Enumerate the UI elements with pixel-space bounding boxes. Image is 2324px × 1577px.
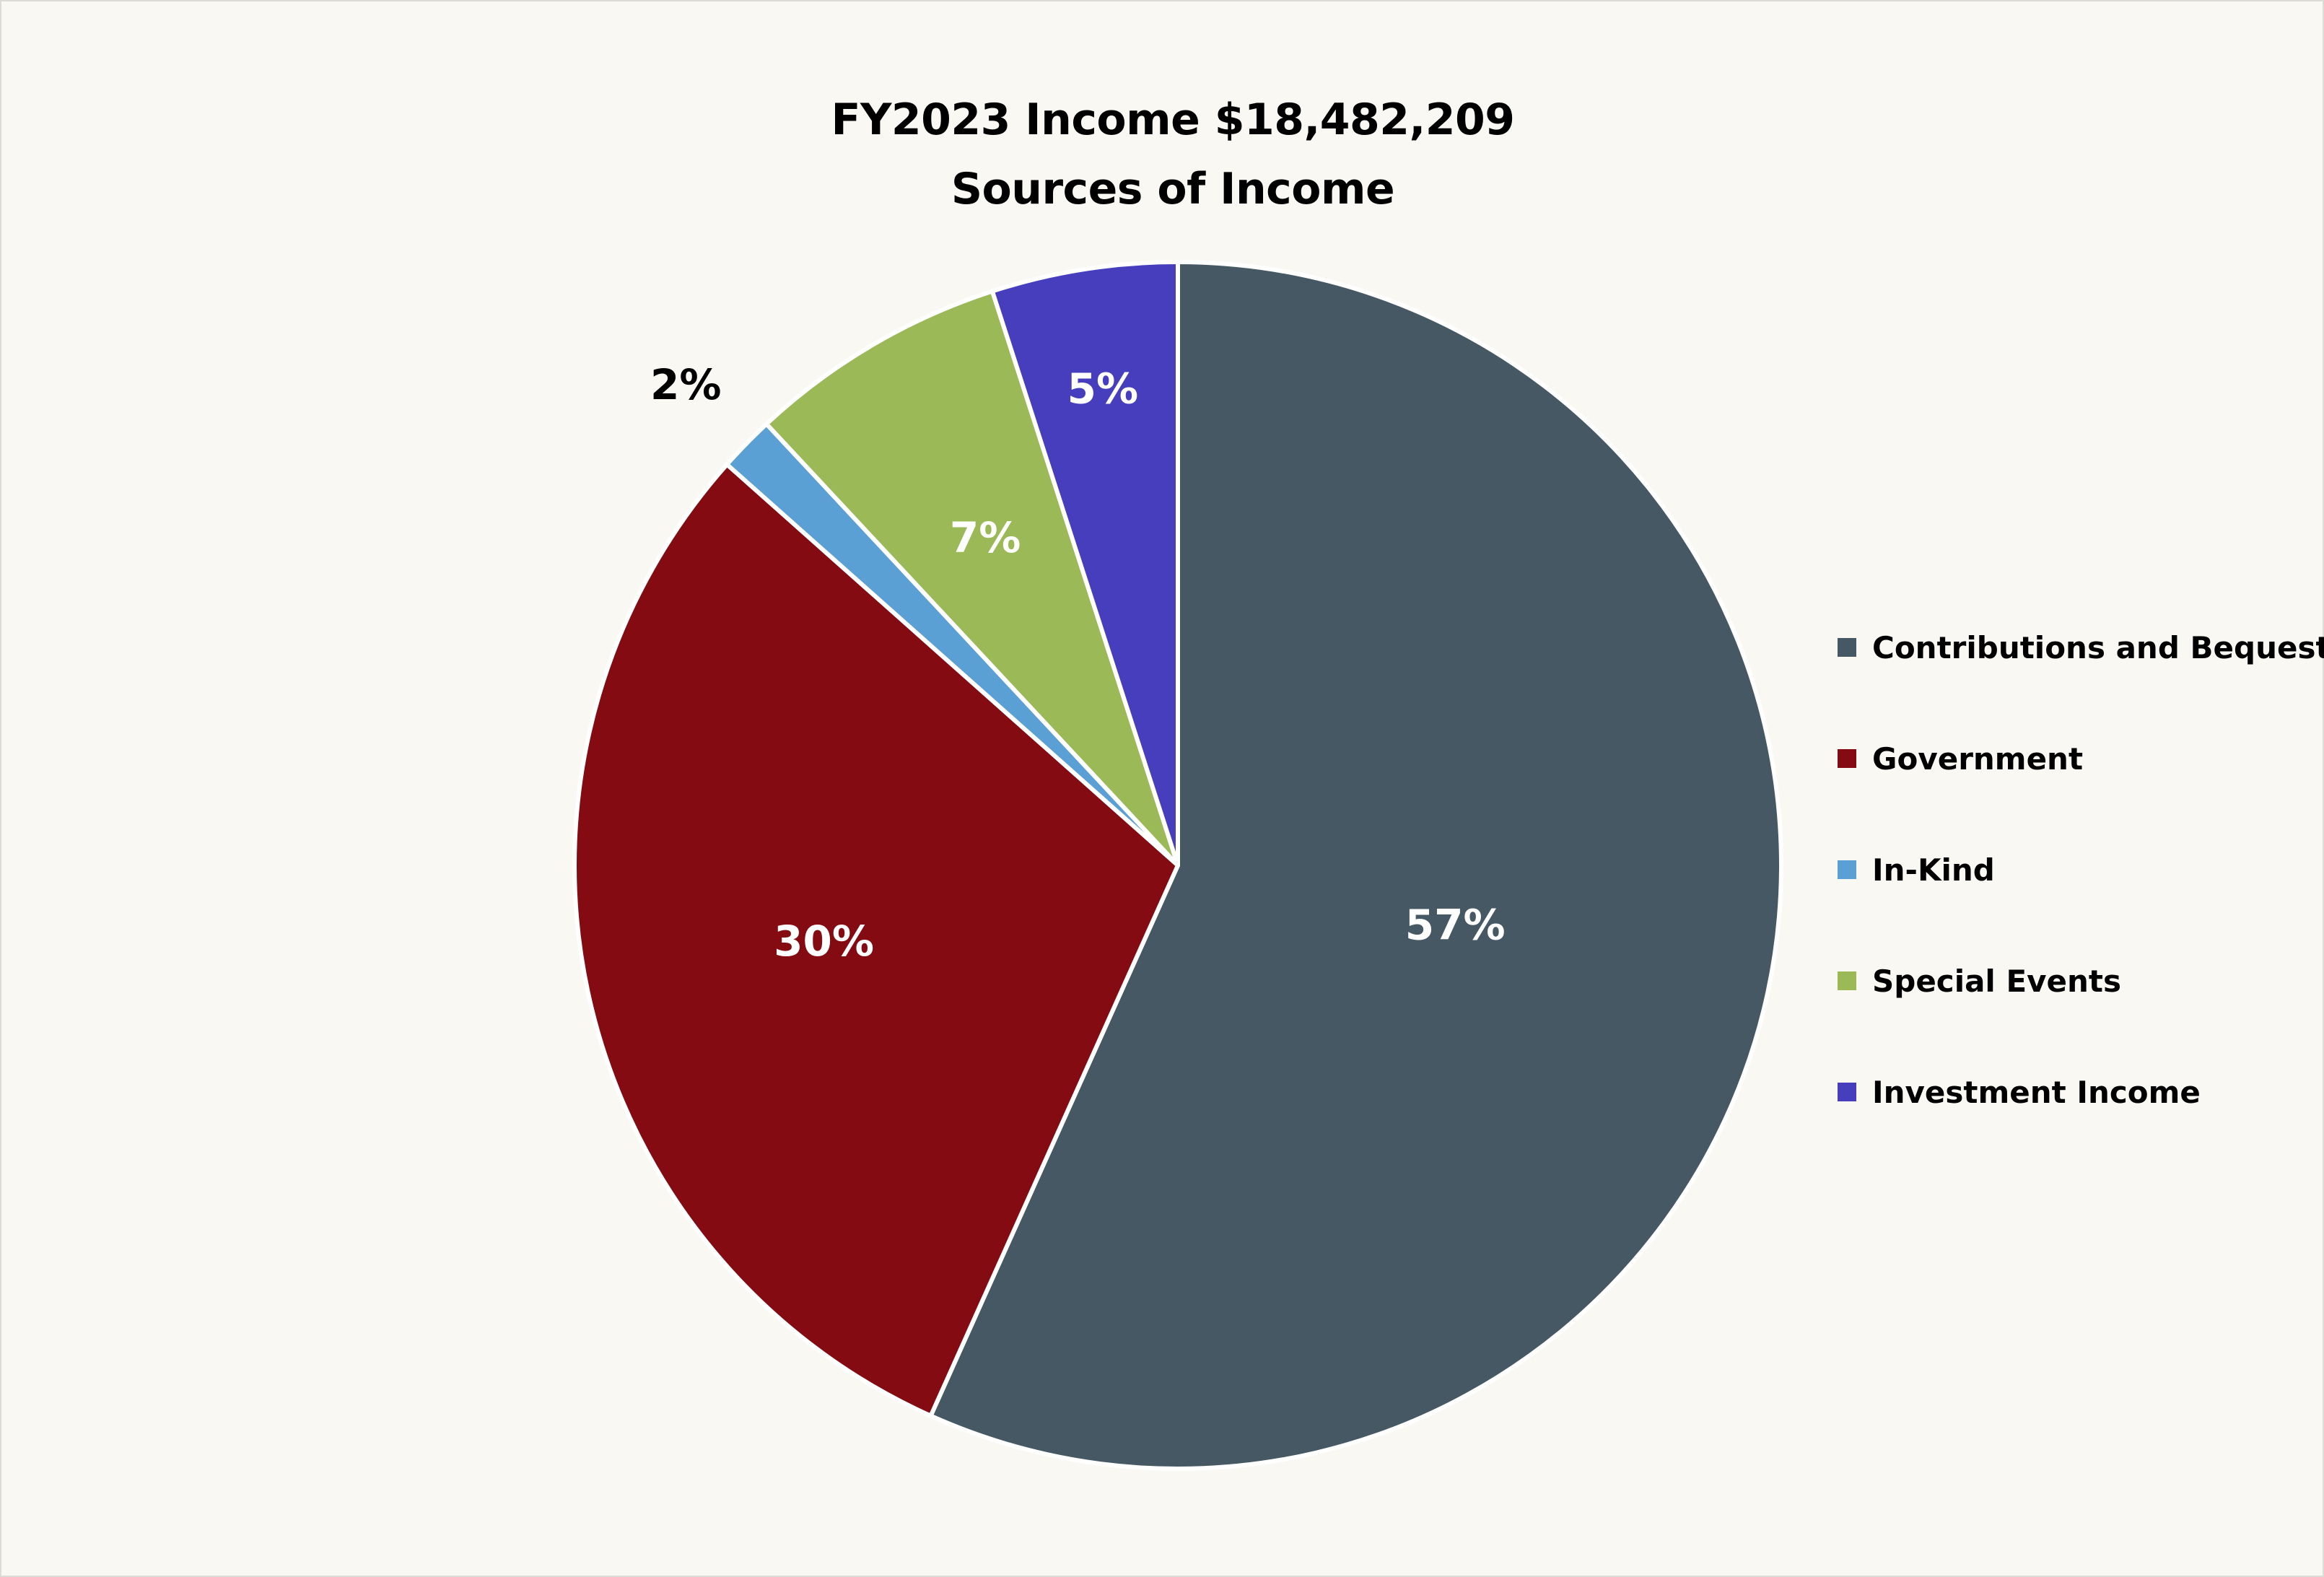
legend-label: Government [1872,741,2084,777]
pie-slice-special-events [764,289,1180,868]
legend-item-government: Government [1838,703,2324,814]
pie-slice-government [572,462,1180,1418]
legend-item-contributions-and-bequests: Contributions and Bequests [1838,592,2324,703]
legend-label: Investment Income [1872,1074,2201,1110]
legend-swatch [1838,860,1856,879]
data-label-special-events: 7% [950,513,1021,562]
legend-label: In-Kind [1872,852,1995,888]
legend-label: Contributions and Bequests [1872,629,2324,665]
data-label-in-kind: 2% [650,360,721,409]
data-label-investment-income: 5% [1067,364,1138,413]
data-label-contributions-and-bequests: 57% [1405,900,1506,949]
legend-item-investment-income: Investment Income [1838,1036,2324,1148]
pie-slice-investment-income [990,260,1180,868]
chart-subtitle: Sources of Income [951,164,1395,214]
chart-title-block: FY2023 Income $18,482,209 Sources of Inc… [0,85,2324,224]
legend-swatch [1838,971,1856,990]
legend-label: Special Events [1872,963,2121,999]
chart-title: FY2023 Income $18,482,209 [831,95,1515,145]
legend-swatch [1838,1083,1856,1101]
legend-item-special-events: Special Events [1838,925,2324,1036]
legend-swatch [1838,638,1856,657]
legend-item-in-kind: In-Kind [1838,814,2324,925]
legend-swatch [1838,749,1856,768]
data-label-government: 30% [774,917,874,966]
pie-slice-contributions-and-bequests [928,260,1783,1471]
chart-legend: Contributions and Bequests Government In-K… [1838,592,2324,1148]
